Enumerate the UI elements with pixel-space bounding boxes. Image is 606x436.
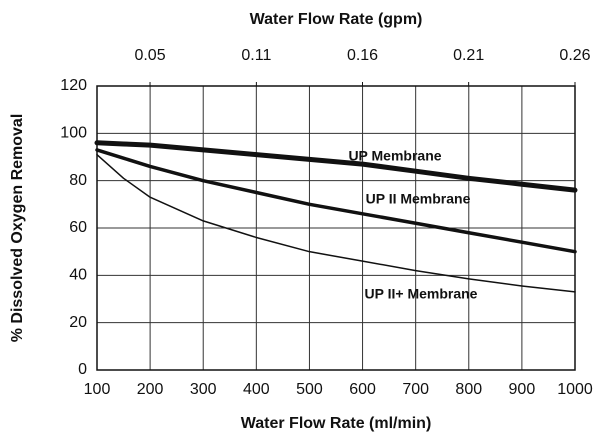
x-tick-label: 100 (84, 381, 111, 398)
y-tick-label: 120 (60, 77, 87, 94)
y-tick-label: 40 (69, 267, 87, 284)
x-tick-label: 1000 (557, 381, 593, 398)
y-tick-label: 100 (60, 125, 87, 142)
series-label: UP II+ Membrane (365, 286, 478, 302)
series-label: UP II Membrane (366, 191, 471, 207)
y-tick-label: 20 (69, 314, 87, 331)
x-tick-label: 600 (349, 381, 376, 398)
x2-tick-label: 0.16 (347, 47, 378, 64)
x-tick-label: 400 (243, 381, 270, 398)
y-tick-label: 60 (69, 219, 87, 236)
series-label: UP Membrane (348, 148, 441, 164)
x-tick-label: 800 (455, 381, 482, 398)
x2-tick-label: 0.11 (241, 47, 271, 64)
x-tick-label: 900 (509, 381, 536, 398)
series-line (96, 153, 576, 293)
y-tick-label: 80 (69, 172, 87, 189)
x-tick-label: 700 (402, 381, 429, 398)
series-line (95, 148, 577, 254)
y-tick-label: 0 (78, 361, 87, 378)
x-tick-label: 200 (137, 381, 164, 398)
y-axis-title: % Dissolved Oxygen Removal (9, 114, 26, 343)
x-tick-label: 500 (296, 381, 323, 398)
x-axis-title: Water Flow Rate (ml/min) (241, 415, 432, 432)
x2-tick-label: 0.05 (134, 47, 165, 64)
x-tick-label: 300 (190, 381, 217, 398)
plot-frame (96, 85, 576, 371)
series-line (94, 140, 578, 193)
x2-axis-title: Water Flow Rate (gpm) (250, 11, 423, 28)
x2-tick-label: 0.21 (453, 47, 484, 64)
x2-tick-label: 0.26 (559, 47, 590, 64)
